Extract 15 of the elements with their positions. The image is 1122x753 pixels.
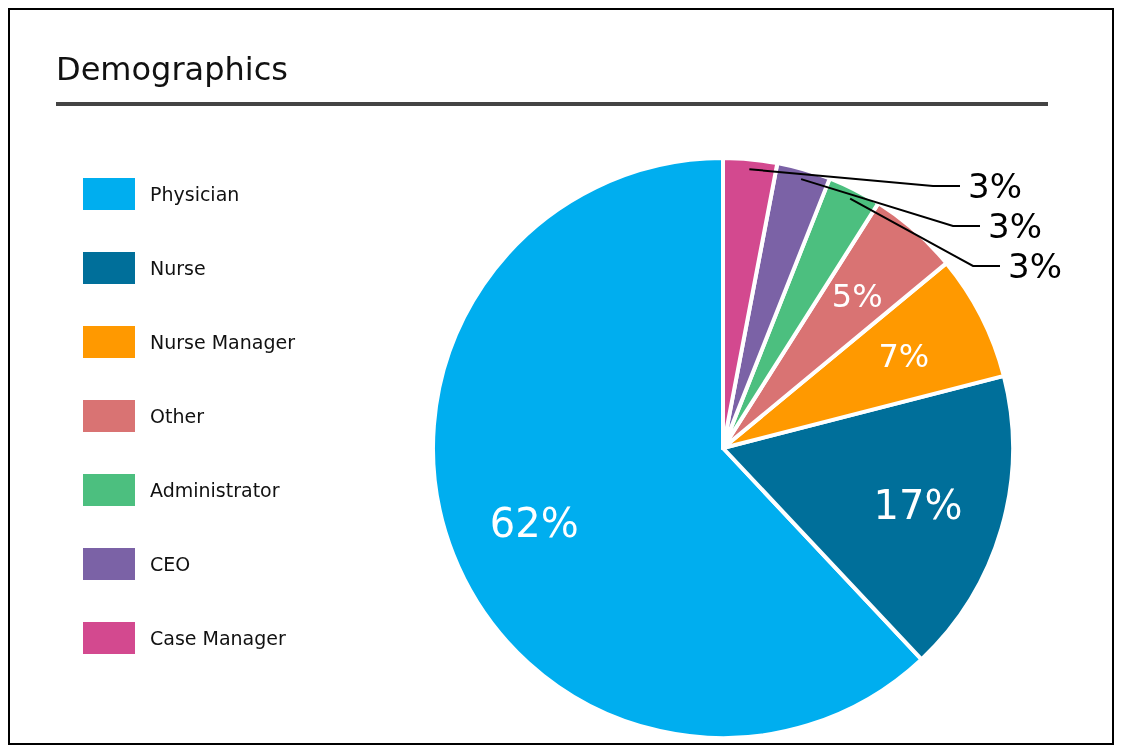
data-label: 5% xyxy=(831,276,883,315)
data-label: 62% xyxy=(489,499,579,546)
data-label: 3% xyxy=(968,166,1022,206)
legend-label: Physician xyxy=(150,183,240,205)
data-label: 7% xyxy=(878,336,930,375)
legend-label: Other xyxy=(150,405,205,427)
chart-title: Demographics xyxy=(56,50,288,88)
legend-label: Administrator xyxy=(150,479,280,501)
legend-label: Nurse xyxy=(150,257,206,279)
legend-label: CEO xyxy=(150,553,191,575)
data-label: 3% xyxy=(988,206,1042,246)
legend-label: Nurse Manager xyxy=(150,331,296,353)
data-label: 3% xyxy=(1008,246,1062,286)
legend-label: Case Manager xyxy=(150,627,287,649)
data-label: 17% xyxy=(873,481,963,528)
